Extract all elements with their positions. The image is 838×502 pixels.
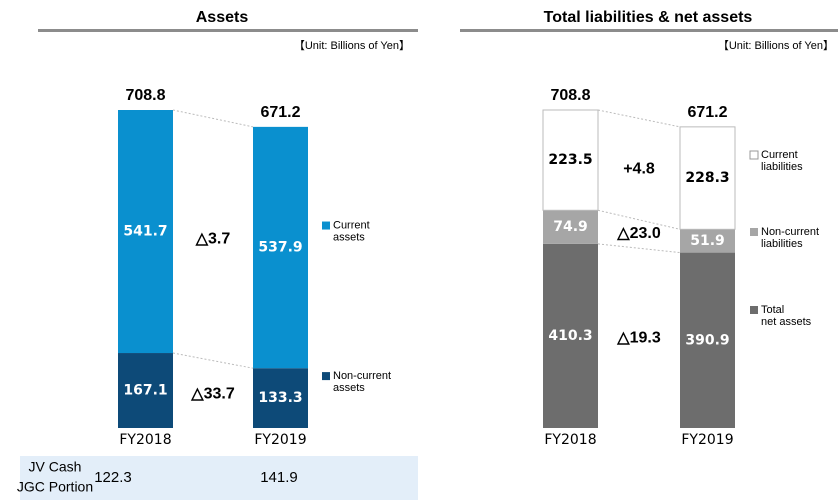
value-label: 167.1: [123, 383, 167, 399]
bar-segment: [543, 210, 598, 244]
value-label: 223.5: [548, 152, 592, 168]
title-rule: [38, 29, 418, 32]
legend-line: assets: [333, 382, 365, 394]
value-label: 390.9: [685, 332, 729, 348]
chart-title: Assets: [196, 9, 249, 26]
legend-line: assets: [333, 231, 365, 243]
jv-label: JV Cash: [29, 459, 82, 475]
value-label: 537.9: [258, 240, 302, 256]
total-label: 671.2: [260, 104, 300, 121]
legend-line: Non-current: [333, 370, 391, 382]
legend-swatch: [749, 150, 759, 160]
connector: [597, 243, 681, 254]
jv-label: JGC Portion: [17, 479, 93, 495]
change-label: +4.8: [623, 160, 655, 177]
connector: [597, 109, 681, 128]
legend-label: Total net assets: [761, 304, 812, 328]
change-label: △19.3: [616, 329, 661, 346]
legend-line: net assets: [761, 316, 812, 328]
bar-segment: [253, 126, 308, 369]
value-label: 228.3: [685, 170, 729, 186]
legend-swatch: [750, 306, 758, 314]
connector: [172, 109, 254, 128]
legend-label: Non-current liabilities: [761, 226, 819, 250]
bar-segment: [542, 109, 599, 211]
x-tick-label: FY2018: [544, 432, 596, 448]
legend-line: Non-current: [761, 226, 819, 238]
legend-swatch: [322, 221, 330, 230]
legend-line: liabilities: [761, 238, 803, 250]
unit-label: 【Unit: Billions of Yen】: [718, 39, 834, 52]
x-tick-label: FY2019: [254, 432, 306, 448]
jv-cash-row: [20, 456, 418, 500]
bar-segment: [118, 353, 173, 428]
x-tick-label: FY2019: [681, 432, 733, 448]
change-label: △23.0: [616, 225, 661, 242]
value-label: 74.9: [553, 219, 588, 235]
x-tick-label: FY2018: [119, 432, 171, 448]
title-rule: [460, 29, 838, 32]
legend-line: Current: [333, 219, 370, 231]
bar-segment: [543, 243, 598, 428]
jv-value: 141.9: [260, 469, 298, 486]
legend-label: Current assets: [333, 219, 370, 243]
legend-line: Current: [761, 149, 798, 161]
value-label: 51.9: [690, 233, 725, 249]
change-label: △3.7: [195, 231, 231, 248]
bar-segment: [253, 368, 308, 428]
connector: [172, 352, 254, 369]
bar-segment: [680, 252, 735, 428]
value-label: 410.3: [548, 328, 592, 344]
legend-label: Current liabilities: [761, 149, 803, 173]
bar-segment: [680, 229, 735, 253]
jv-value: 122.3: [94, 469, 132, 486]
bar-segment: [118, 110, 173, 354]
legend-swatch: [750, 228, 758, 236]
bar-segment: [679, 126, 736, 230]
unit-label: 【Unit: Billions of Yen】: [294, 39, 410, 52]
legend-swatch: [322, 372, 330, 381]
total-label: 708.8: [550, 87, 590, 104]
legend-line: Total: [761, 304, 784, 316]
value-label: 541.7: [123, 224, 167, 240]
legend-line: liabilities: [761, 161, 803, 173]
total-label: 671.2: [687, 104, 727, 121]
change-label: △33.7: [190, 386, 235, 403]
legend-label: Non-current assets: [333, 370, 391, 394]
total-label: 708.8: [125, 87, 165, 104]
chart-title: Total liabilities & net assets: [544, 9, 753, 26]
value-label: 133.3: [258, 390, 302, 406]
